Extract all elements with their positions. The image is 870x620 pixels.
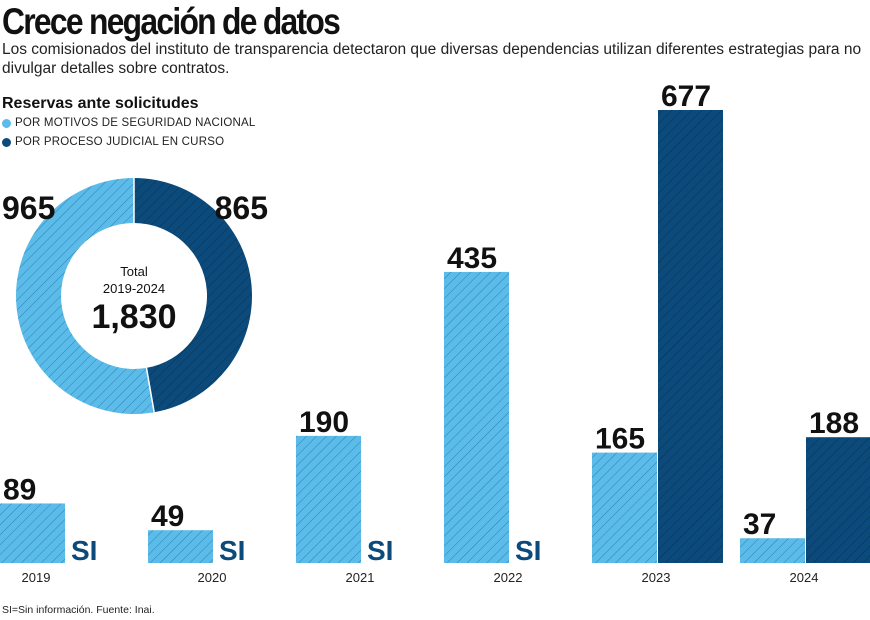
bar-label-national-security-2020: 49 [151,500,184,533]
bar-label-national-security-2022: 435 [447,242,497,275]
bar-label-national-security-2021: 190 [299,406,349,439]
legend-label-national-security: POR MOTIVOS DE SEGURIDAD NACIONAL [15,117,256,129]
year-label-2022: 2022 [494,570,523,585]
year-label-2019: 2019 [22,570,51,585]
bar-missing-label-2022: SI [515,535,541,566]
legend-title: Reservas ante solicitudes [2,95,199,112]
bar-missing-label-2021: SI [367,535,393,566]
bar-chart: 89 SI 2019 49 SI 2020 190 SI 2021 435 SI 2022 165 677… [0,80,870,585]
donut-center-label: Total [120,264,148,279]
bar-judicial-2024 [806,437,870,563]
bar-judicial-2023 [658,110,723,563]
donut-center-period: 2019-2024 [103,281,165,296]
bar-national-security-2023 [592,452,657,563]
donut-value-national-security: 965 [2,190,55,226]
year-label-2021: 2021 [346,570,375,585]
legend-swatch-dark [2,137,11,147]
chart-title: Crece negación de datos [2,1,341,42]
legend-item-judicial: POR PROCESO JUDICIAL EN CURSO [2,136,224,148]
legend-swatch-light [2,118,11,128]
legend-item-national-security: POR MOTIVOS DE SEGURIDAD NACIONAL [2,117,255,129]
chart-subtitle: Los comisionados del instituto de transp… [2,41,862,77]
donut-slice-national-security [15,178,155,415]
year-label-2020: 2020 [198,570,227,585]
bar-national-security-2020 [148,530,213,563]
donut-center-total: 1,830 [91,298,176,336]
bar-label-national-security-2024: 37 [743,508,776,541]
legend-label-judicial: POR PROCESO JUDICIAL EN CURSO [15,136,225,148]
donut-slice-judicial [134,178,253,413]
bar-national-security-2022 [444,271,509,563]
bar-national-security-2021 [296,435,361,563]
bar-missing-label-2019: SI [71,535,97,566]
source-note: SI=Sin información. Fuente: Inai. [2,604,155,616]
donut-chart: 965 865 Total 2019-2024 1,830 [2,178,268,415]
bar-label-national-security-2023: 165 [595,423,645,456]
bar-missing-label-2020: SI [219,535,245,566]
bar-national-security-2024 [740,538,805,563]
bar-label-national-security-2019: 89 [3,473,36,506]
bar-label-judicial-2023: 677 [661,80,711,113]
year-label-2024: 2024 [790,570,819,585]
year-label-2023: 2023 [642,570,671,585]
bar-national-security-2019 [0,503,65,563]
donut-divider [145,367,155,413]
bar-label-judicial-2024: 188 [809,407,859,440]
donut-value-judicial: 865 [215,190,268,226]
